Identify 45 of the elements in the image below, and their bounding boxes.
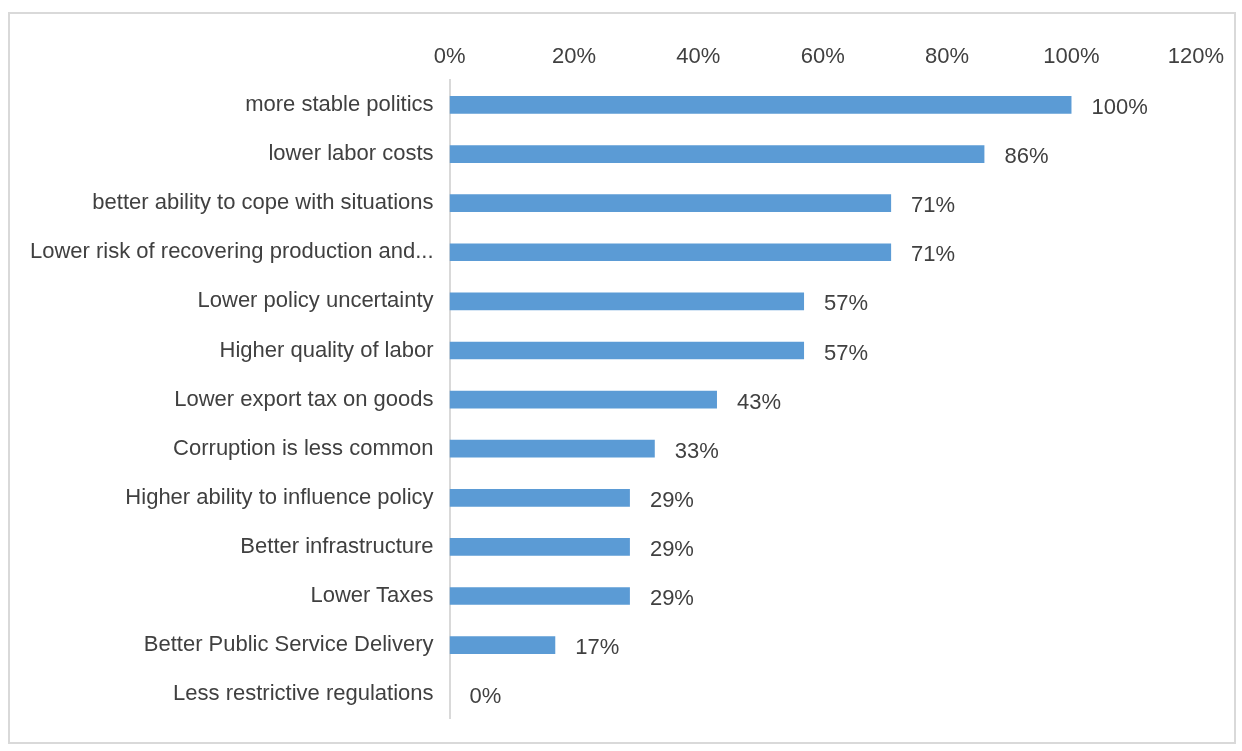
bar — [449, 538, 630, 556]
x-tick-label: 0% — [433, 43, 466, 69]
y-tick-label: Lower Taxes — [310, 582, 434, 608]
data-label: 29% — [649, 486, 694, 512]
data-label: 0% — [469, 683, 502, 709]
x-tick-label: 40% — [676, 43, 721, 69]
x-tick-label: 80% — [925, 43, 970, 69]
data-label: 17% — [575, 634, 620, 660]
data-label: 71% — [911, 192, 956, 218]
y-tick-label: lower labor costs — [268, 140, 434, 166]
data-label: 71% — [911, 241, 956, 267]
y-tick-label: Less restrictive regulations — [173, 680, 434, 706]
data-label: 29% — [649, 535, 694, 561]
y-tick-label: Lower export tax on goods — [174, 385, 434, 411]
bar — [449, 488, 630, 507]
bar — [449, 390, 717, 409]
y-tick-label: Lower policy uncertainty — [197, 287, 434, 313]
x-tick-label: 20% — [551, 43, 596, 69]
y-tick-label: Better infrastructure — [240, 532, 434, 558]
bar — [449, 243, 892, 262]
data-label: 100% — [1091, 94, 1148, 120]
bar — [449, 439, 655, 458]
y-tick-label: Higher quality of labor — [219, 336, 434, 362]
data-label: 57% — [824, 290, 869, 316]
y-tick-label: better ability to cope with situations — [92, 189, 434, 215]
bar — [449, 145, 985, 163]
bar — [449, 194, 892, 213]
x-tick-label: 60% — [800, 43, 845, 69]
y-tick-label: Higher ability to influence policy — [125, 483, 434, 509]
data-label: 43% — [736, 388, 782, 414]
data-label: 29% — [649, 585, 694, 611]
bar — [449, 292, 805, 311]
x-tick-label: 100% — [1043, 43, 1100, 69]
x-tick-label: 120% — [1167, 43, 1225, 69]
data-label: 33% — [674, 437, 719, 463]
y-tick-label: Corruption is less common — [173, 434, 434, 460]
bar — [449, 636, 556, 654]
bar — [449, 341, 805, 360]
data-label: 86% — [1004, 143, 1049, 169]
y-tick-label: Better Public Service Delivery — [143, 631, 434, 657]
bar — [449, 96, 1072, 114]
data-label: 57% — [824, 339, 869, 365]
bar — [449, 587, 630, 605]
y-tick-label: Lower risk of recovering production and... — [29, 238, 434, 264]
y-tick-label: more stable politics — [245, 91, 434, 117]
